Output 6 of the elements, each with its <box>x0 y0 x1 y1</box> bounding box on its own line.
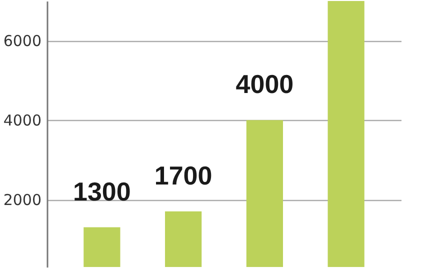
data-label: 1300 <box>73 176 131 206</box>
y-tick-label: 2000 <box>3 191 42 210</box>
y-tick-label: 4000 <box>3 112 42 130</box>
data-label: 1700 <box>154 160 212 190</box>
data-label: 4000 <box>236 69 294 100</box>
y-tick-label: 6000 <box>3 32 42 50</box>
